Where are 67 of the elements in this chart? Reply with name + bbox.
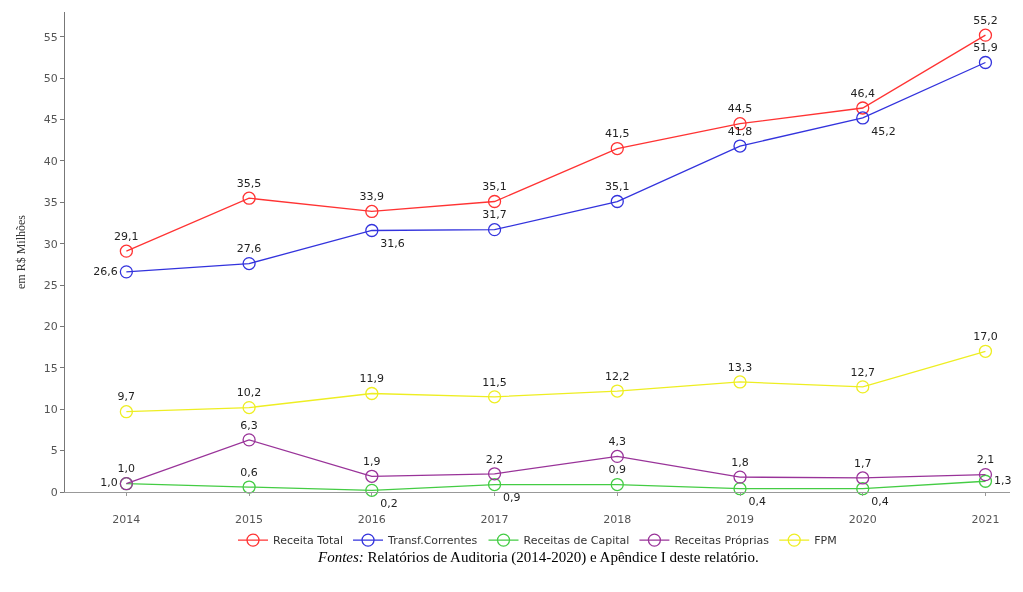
y-tick-label: 15 — [43, 361, 58, 375]
data-label: 1,8 — [731, 455, 749, 469]
legend-label: FPM — [814, 534, 837, 548]
data-label: 9,7 — [117, 390, 136, 404]
text: Fontes: Relatórios de Auditoria (2014-2020) e Apêndice I deste relatório. — [317, 549, 759, 566]
y-tick-label: 20 — [43, 320, 58, 334]
y-tick-label: 50 — [43, 72, 58, 86]
legend-label: Receitas de Capital — [523, 534, 630, 548]
data-label: 35,1 — [482, 180, 507, 194]
data-label: 31,6 — [380, 237, 405, 251]
x-tick-label: 2016 — [357, 513, 386, 527]
y-tick-label: 45 — [43, 113, 58, 127]
legend-label: Receitas Próprias — [674, 534, 770, 548]
data-label: 31,7 — [482, 208, 507, 222]
data-label: 41,5 — [605, 127, 630, 141]
x-tick-label: 2021 — [971, 513, 1000, 527]
y-tick-label: 25 — [43, 278, 58, 292]
x-tick-label: 2014 — [112, 513, 141, 527]
data-label: 12,7 — [850, 365, 875, 379]
data-label: 0,4 — [871, 495, 889, 509]
data-label: 1,3 — [993, 473, 1012, 487]
data-label: 0,4 — [748, 495, 766, 509]
data-label: 11,9 — [359, 372, 385, 386]
data-label: 44,5 — [727, 102, 753, 116]
data-label: 55,2 — [973, 13, 998, 27]
data-label: 10,2 — [236, 386, 262, 400]
y-tick-label: 35 — [43, 196, 58, 210]
y-tick-label: 0 — [50, 485, 58, 499]
data-label: 26,6 — [93, 264, 118, 278]
y-tick-label: 10 — [43, 403, 58, 417]
data-label: 0,2 — [380, 497, 398, 511]
y-axis-title: em R$ Milhões — [14, 214, 29, 289]
data-label: 1,7 — [853, 456, 872, 470]
x-tick-label: 2015 — [235, 513, 264, 527]
data-label: 12,2 — [605, 369, 630, 383]
data-label: 1,0 — [117, 462, 136, 476]
data-label: 29,1 — [114, 229, 139, 243]
y-tick-label: 30 — [43, 237, 58, 251]
legend-label: Receita Total — [273, 534, 344, 548]
data-label: 41,8 — [727, 124, 753, 138]
y-tick-label: 5 — [50, 444, 58, 458]
data-label: 35,1 — [605, 180, 630, 194]
data-label: 2,1 — [976, 453, 995, 467]
data-label: 1,9 — [363, 455, 381, 469]
data-label: 1,0 — [100, 476, 118, 490]
x-tick-label: 2017 — [480, 513, 509, 527]
x-tick-label: 2018 — [603, 513, 632, 527]
legend-label: Transf.Correntes — [387, 534, 478, 548]
data-label: 27,6 — [236, 242, 262, 256]
y-tick-label: 55 — [43, 30, 58, 44]
data-label: 35,5 — [236, 176, 262, 190]
data-label: 45,2 — [871, 124, 896, 138]
data-label: 6,3 — [240, 418, 258, 432]
data-label: 4,3 — [608, 435, 627, 449]
data-label: 51,9 — [973, 41, 998, 55]
data-label: 0,9 — [608, 463, 627, 477]
x-tick-label: 2019 — [726, 513, 754, 527]
data-label: 0,6 — [240, 465, 258, 479]
data-label: 17,0 — [973, 330, 998, 344]
y-tick-label: 40 — [43, 154, 58, 168]
data-label: 2,2 — [485, 452, 504, 466]
data-label: 33,9 — [359, 190, 385, 204]
x-tick-label: 2020 — [848, 513, 877, 527]
data-label: 0,9 — [503, 491, 521, 505]
data-label: 13,3 — [727, 360, 753, 374]
data-label: 46,4 — [850, 86, 875, 100]
data-label: 11,5 — [482, 375, 507, 389]
